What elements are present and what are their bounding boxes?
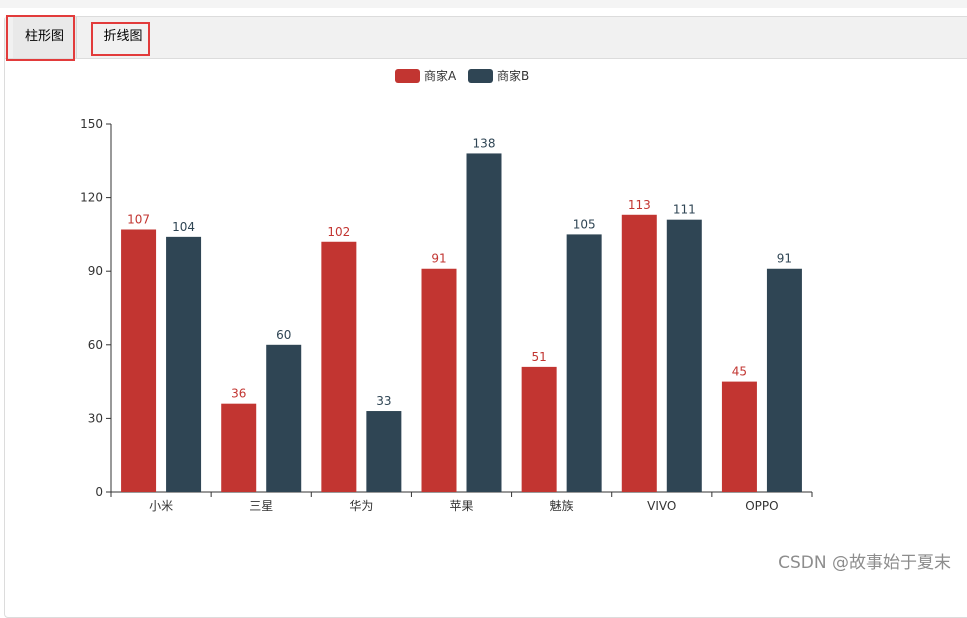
bar-a (121, 229, 157, 492)
data-label: 138 (473, 136, 496, 150)
y-tick-label: 60 (88, 338, 103, 352)
bar-a (221, 403, 257, 492)
y-tick-label: 150 (80, 117, 103, 131)
data-label: 104 (172, 220, 195, 234)
x-tick-label: 小米 (149, 499, 173, 513)
data-label: 111 (673, 203, 696, 217)
tab-bar: 柱形图 折线图 (5, 17, 967, 59)
bar-b (166, 236, 202, 492)
legend-swatch-a (395, 69, 420, 83)
data-label: 45 (732, 365, 747, 379)
data-label: 51 (532, 350, 547, 364)
x-tick-label: OPPO (745, 499, 778, 513)
bar-a (621, 214, 657, 493)
data-label: 91 (431, 252, 446, 266)
y-tick-label: 90 (88, 264, 103, 278)
x-tick-label: 魅族 (550, 498, 574, 513)
data-label: 113 (628, 198, 651, 212)
bar-b (766, 268, 802, 492)
bar-a (321, 241, 357, 492)
bar-b (466, 153, 502, 492)
y-tick-label: 120 (80, 191, 103, 205)
data-label: 102 (327, 225, 350, 239)
data-label: 105 (573, 217, 596, 231)
legend-label-a: 商家A (424, 68, 457, 83)
bar-b (566, 234, 602, 492)
y-tick-label: 30 (88, 411, 103, 425)
x-tick-label: VIVO (647, 499, 676, 513)
page-top-strip (0, 0, 967, 8)
tab-line-chart[interactable]: 折线图 (103, 29, 143, 44)
data-label: 91 (777, 252, 792, 266)
data-label: 36 (231, 387, 246, 401)
watermark: CSDN @故事始于夏末 (778, 553, 951, 573)
bar-chart: 0 30 60 90 120 150 小米 三星 华为 苹果 魅族 VIVO OPPO 107 36 102 9… (80, 68, 813, 513)
bar-a (521, 366, 557, 492)
bar-a (721, 381, 757, 492)
bar-a (421, 268, 457, 492)
bar-b (366, 411, 402, 492)
y-tick-label: 0 (95, 485, 103, 499)
legend-label-b: 商家B (497, 68, 529, 83)
tab-bar-chart[interactable]: 柱形图 (13, 17, 77, 58)
data-label: 60 (276, 328, 291, 342)
legend-swatch-b (468, 69, 493, 83)
bar-b (266, 344, 302, 492)
data-label: 107 (127, 212, 150, 226)
data-label: 33 (376, 394, 391, 408)
x-tick-label: 华为 (349, 499, 373, 513)
x-tick-label: 苹果 (449, 499, 473, 513)
bar-b (666, 219, 702, 492)
x-tick-label: 三星 (249, 499, 273, 513)
